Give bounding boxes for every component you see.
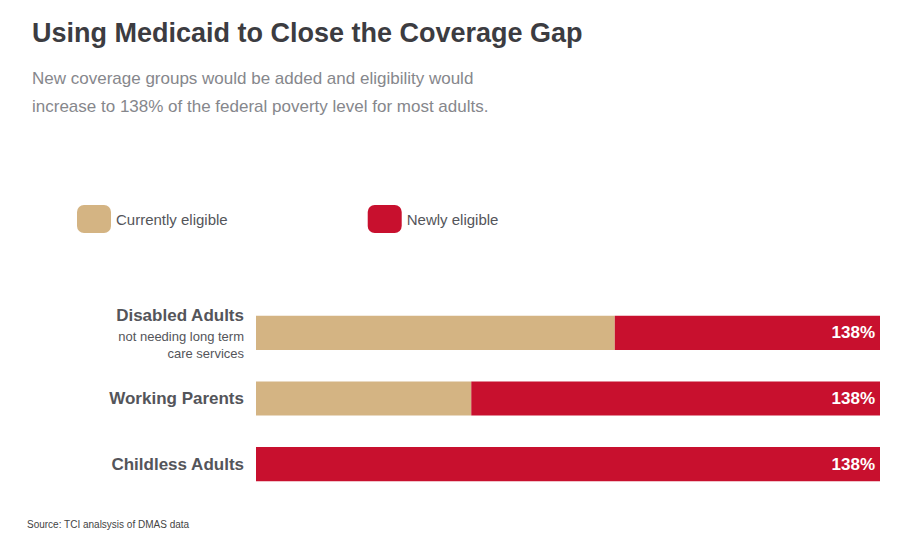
svg-text:Source: TCI analsysis of DMAS: Source: TCI analsysis of DMAS data — [27, 519, 190, 530]
svg-text:138%: 138% — [832, 323, 875, 342]
svg-text:care services: care services — [167, 346, 244, 361]
svg-text:New coverage groups would be a: New coverage groups would be added and e… — [32, 69, 473, 88]
svg-text:Childless Adults: Childless Adults — [111, 455, 244, 474]
svg-text:not needing long term: not needing long term — [118, 329, 244, 344]
svg-text:138%: 138% — [832, 455, 875, 474]
svg-text:Using Medicaid to Close the Co: Using Medicaid to Close the Coverage Gap — [32, 18, 583, 48]
svg-text:Currently eligible: Currently eligible — [116, 211, 228, 228]
svg-text:Newly eligible: Newly eligible — [407, 211, 499, 228]
svg-text:Working Parents: Working Parents — [109, 389, 244, 408]
svg-text:138%: 138% — [832, 389, 875, 408]
svg-text:increase to 138% of the federa: increase to 138% of the federal poverty … — [32, 97, 488, 116]
svg-text:Disabled Adults: Disabled Adults — [116, 306, 244, 325]
